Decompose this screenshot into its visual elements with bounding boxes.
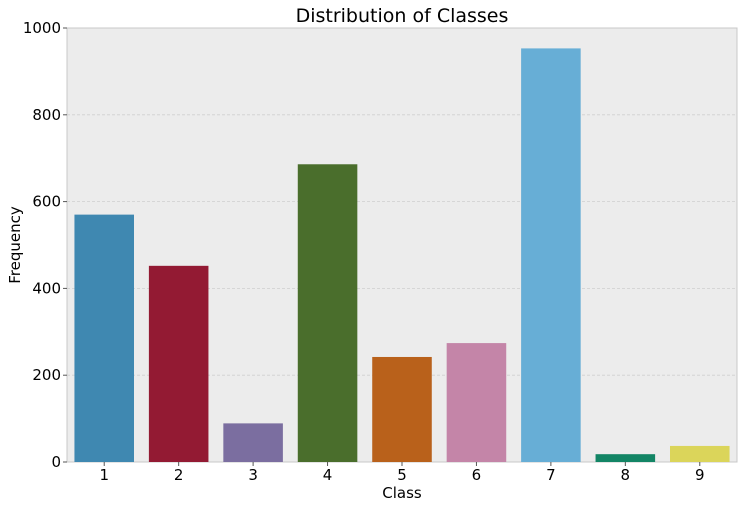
x-tick-label: 8 (621, 466, 631, 484)
x-tick-label: 1 (99, 466, 109, 484)
y-tick-label: 200 (32, 366, 61, 384)
chart-title: Distribution of Classes (296, 5, 509, 27)
bar-class-5 (372, 356, 432, 462)
y-tick-label: 400 (32, 279, 61, 297)
y-tick-label: 1000 (23, 19, 61, 37)
x-tick-label: 3 (248, 466, 258, 484)
bar-class-3 (223, 423, 283, 462)
bar-class-2 (148, 265, 209, 462)
x-tick-label: 6 (472, 466, 482, 484)
x-axis-ticks: 1 2 3 4 5 6 7 8 9 (99, 462, 705, 484)
bar-class-7 (521, 48, 581, 462)
y-tick-label: 0 (51, 453, 61, 471)
bar-class-1 (74, 214, 134, 462)
bar-class-4 (297, 164, 358, 462)
y-axis-ticks: 0 200 400 600 800 1000 (23, 19, 67, 471)
bar-class-6 (446, 343, 507, 462)
x-tick-label: 2 (174, 466, 184, 484)
y-tick-label: 600 (32, 193, 61, 211)
y-tick-label: 800 (32, 106, 61, 124)
bar-class-9 (670, 445, 730, 462)
x-tick-label: 7 (546, 466, 556, 484)
x-axis-title: Class (382, 484, 422, 502)
y-axis-title: Frequency (6, 206, 24, 284)
x-tick-label: 4 (323, 466, 333, 484)
bars (74, 48, 730, 462)
bar-class-8 (595, 454, 656, 462)
x-tick-label: 5 (397, 466, 407, 484)
x-tick-label: 9 (695, 466, 705, 484)
